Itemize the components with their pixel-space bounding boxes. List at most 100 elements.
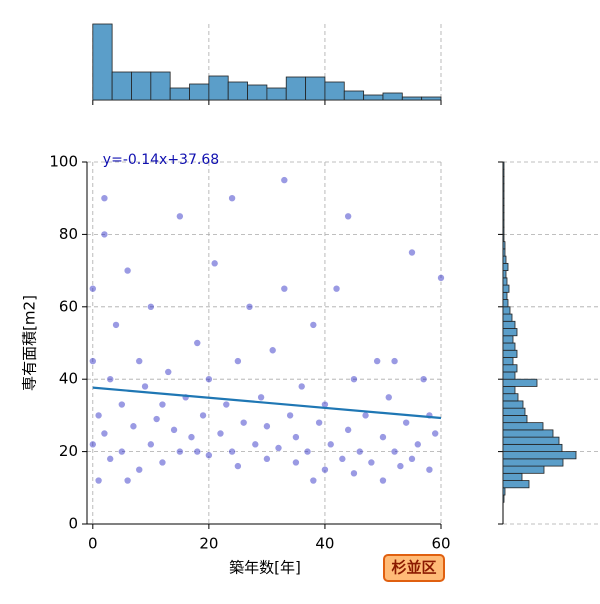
scatter-point <box>396 462 405 470</box>
histogram-bar <box>502 161 505 170</box>
scatter-point <box>350 469 358 478</box>
scatter-point <box>228 194 236 202</box>
scatter-point <box>158 400 167 409</box>
histogram-bar <box>502 472 523 481</box>
scatter-point <box>129 422 138 431</box>
histogram-bar <box>401 96 423 101</box>
scatter-point <box>274 444 283 452</box>
scatter-point <box>350 375 358 384</box>
scatter-point <box>222 400 231 409</box>
histogram-bar <box>502 386 516 395</box>
histogram-bar <box>502 219 505 228</box>
histogram-bar <box>502 328 518 337</box>
histogram-bar <box>502 205 505 214</box>
y-tick-label: 40 <box>59 370 78 388</box>
scatter-point <box>205 451 213 460</box>
x-tick-label: 20 <box>199 535 218 553</box>
scatter-point <box>321 465 329 474</box>
regression-label: y=-0.14x+37.68 <box>103 152 219 168</box>
scatter-point <box>355 447 364 456</box>
histogram-bar <box>502 176 505 185</box>
histogram-bar <box>502 212 505 221</box>
scatter-point <box>361 411 370 420</box>
annotation: 杉並区 <box>391 559 436 577</box>
y-axis-label: 専有面積[m2] <box>21 295 39 391</box>
scatter-point <box>303 447 312 456</box>
histogram-bar <box>502 349 518 358</box>
scatter-point <box>286 411 294 420</box>
histogram-bar <box>502 443 563 452</box>
histogram-bar <box>502 233 505 243</box>
scatter-point <box>419 375 428 384</box>
scatter-point <box>332 284 341 293</box>
scatter-point <box>152 415 161 423</box>
histogram-bar <box>502 197 505 206</box>
histogram-bar <box>305 76 326 101</box>
histogram-bar <box>502 255 507 264</box>
histogram-bar <box>502 306 511 315</box>
scatter-point <box>309 476 318 485</box>
scatter-point <box>141 382 149 391</box>
histogram-bar <box>502 393 519 402</box>
scatter-point <box>118 447 126 456</box>
scatter-point <box>344 212 352 221</box>
scatter-point <box>89 284 97 293</box>
scatter-point <box>106 375 115 384</box>
histogram-bar <box>502 487 506 496</box>
scatter-point <box>210 259 219 268</box>
scatter-point <box>89 357 97 365</box>
histogram-bar <box>502 241 506 250</box>
histogram-bar <box>502 277 508 286</box>
scatter-point <box>158 458 167 467</box>
scatter-point <box>437 274 445 282</box>
histogram-bar <box>502 248 506 257</box>
scatter-point <box>199 411 207 420</box>
scatter-point <box>135 465 144 474</box>
histogram-bar <box>285 76 307 101</box>
histogram-bar <box>502 480 530 489</box>
histogram-bar <box>502 465 545 474</box>
histogram-bar <box>502 494 505 503</box>
histogram-bar <box>502 335 514 344</box>
histogram-bar <box>150 71 171 101</box>
scatter-point <box>234 462 242 470</box>
scatter-point <box>373 357 381 365</box>
scatter-point <box>413 440 422 449</box>
histogram-bar <box>92 23 113 101</box>
histogram-bar <box>111 71 132 101</box>
histogram-bar <box>502 422 544 431</box>
scatter-point <box>280 284 289 293</box>
histogram-bar <box>502 407 526 416</box>
histogram-bar <box>169 87 190 101</box>
scatter-point <box>309 321 318 329</box>
x-tick-label: 60 <box>431 535 450 553</box>
scatter-point <box>176 212 184 221</box>
scatter-point <box>390 447 399 456</box>
scatter-point <box>193 339 202 347</box>
histogram-bar <box>324 81 345 101</box>
scatter-point <box>228 447 236 456</box>
histogram-bar <box>502 284 510 293</box>
histogram-bar <box>266 87 287 101</box>
scatter-point <box>89 440 97 449</box>
histogram-bar <box>502 183 505 192</box>
scatter-point <box>94 411 103 420</box>
histogram-bar <box>343 90 365 101</box>
annotation-badge <box>383 554 445 582</box>
histogram-bar <box>502 270 507 279</box>
scatter-point <box>384 393 393 402</box>
histogram-bar <box>502 414 528 424</box>
histogram-bar <box>502 364 518 373</box>
histogram-bar <box>502 320 516 329</box>
scatter-point <box>118 400 126 409</box>
histogram-bar <box>502 262 509 271</box>
histogram-bar <box>502 291 508 300</box>
histogram-bar <box>502 190 505 199</box>
scatter-point <box>205 375 213 384</box>
scatter-point <box>193 447 202 456</box>
scatter-point <box>263 422 271 431</box>
histogram-bar <box>502 226 505 235</box>
histogram-bar <box>363 94 384 101</box>
x-tick-label: 40 <box>315 535 334 553</box>
histogram-bar <box>208 75 229 101</box>
